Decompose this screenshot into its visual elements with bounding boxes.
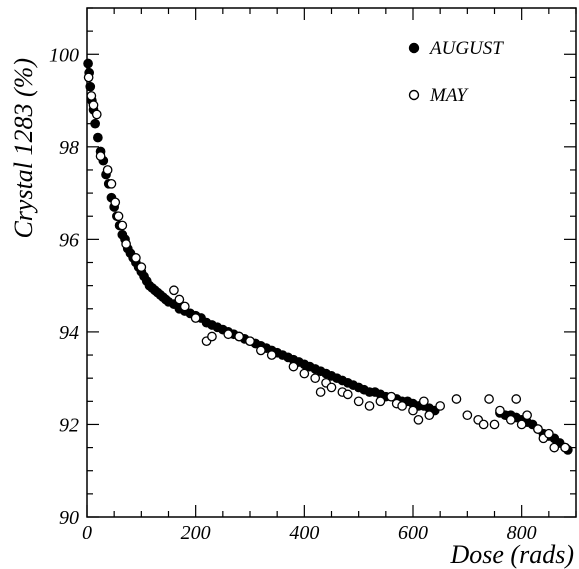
may-point [299,368,310,379]
may-point [353,396,364,407]
august-point [83,58,93,69]
data-points [83,58,573,455]
may-point [91,109,102,120]
may-point [413,414,424,425]
may-point [511,394,522,404]
may-point [266,350,277,360]
x-tick-label: 800 [507,522,537,544]
may-point [169,285,179,296]
x-tick-label: 0 [82,522,92,544]
may-point [364,401,375,411]
y-axis-title: Crystal 1283 (%) [9,58,38,239]
may-point [106,178,117,189]
may-point [560,442,570,453]
may-point [489,419,500,430]
may-point [495,405,505,416]
may-point [234,331,244,342]
may-point [288,361,299,372]
may-point [256,345,266,356]
may-point [83,72,94,83]
may-point [543,428,554,439]
may-point [326,382,337,393]
axes [86,7,577,518]
may-point [516,419,527,430]
may-point [419,396,429,407]
may-point [86,91,97,101]
may-point [136,262,147,272]
legend-label-august: AUGUST [428,38,504,59]
y-tick-label: 92 [59,414,79,436]
x-tick-label: 200 [181,522,211,544]
may-point [179,301,190,312]
legend-marker-may [408,89,420,101]
may-point [342,389,353,400]
may-point [478,419,489,430]
may-point [549,442,560,453]
may-point [484,394,494,404]
may-point [451,394,462,404]
may-point [505,414,516,425]
may-point [533,424,543,434]
may-point [190,313,201,323]
may-point [121,239,131,249]
may-point [245,336,255,347]
may-point [397,401,407,411]
may-point [462,410,473,421]
may-point [310,373,321,384]
may-point [174,294,185,305]
may-point [315,387,326,397]
may-point [424,410,435,421]
august-point [93,132,103,143]
x-tick-label: 400 [289,522,319,544]
x-tick-label: 600 [398,522,428,544]
may-point [223,329,234,340]
legend-label-may: MAY [429,85,469,106]
legend-marker-august [408,42,420,54]
may-point [408,405,418,416]
y-tick-label: 94 [59,322,79,344]
may-point [88,100,99,111]
may-point [113,211,124,222]
august-point [90,118,101,129]
plot-frame [86,7,577,518]
may-point [117,220,128,231]
may-point [435,401,446,411]
may-point [375,396,386,407]
may-point [207,331,217,342]
may-point [102,165,113,175]
august-point [85,81,96,92]
may-point [131,253,141,263]
may-point [95,151,106,161]
y-tick-label: 98 [59,137,79,159]
y-tick-label: 96 [59,229,79,251]
may-point [522,410,532,421]
axis-labels: 0 200 400 600 800 90 92 94 96 98 100 Dose (rads) Cry… [9,44,574,569]
may-point [110,197,121,208]
x-axis-title: Dose (rads) [450,540,575,569]
y-tick-label: 90 [59,507,79,529]
may-point [386,391,397,402]
y-tick-label: 100 [49,44,79,66]
legend: AUGUST MAY [408,38,504,106]
